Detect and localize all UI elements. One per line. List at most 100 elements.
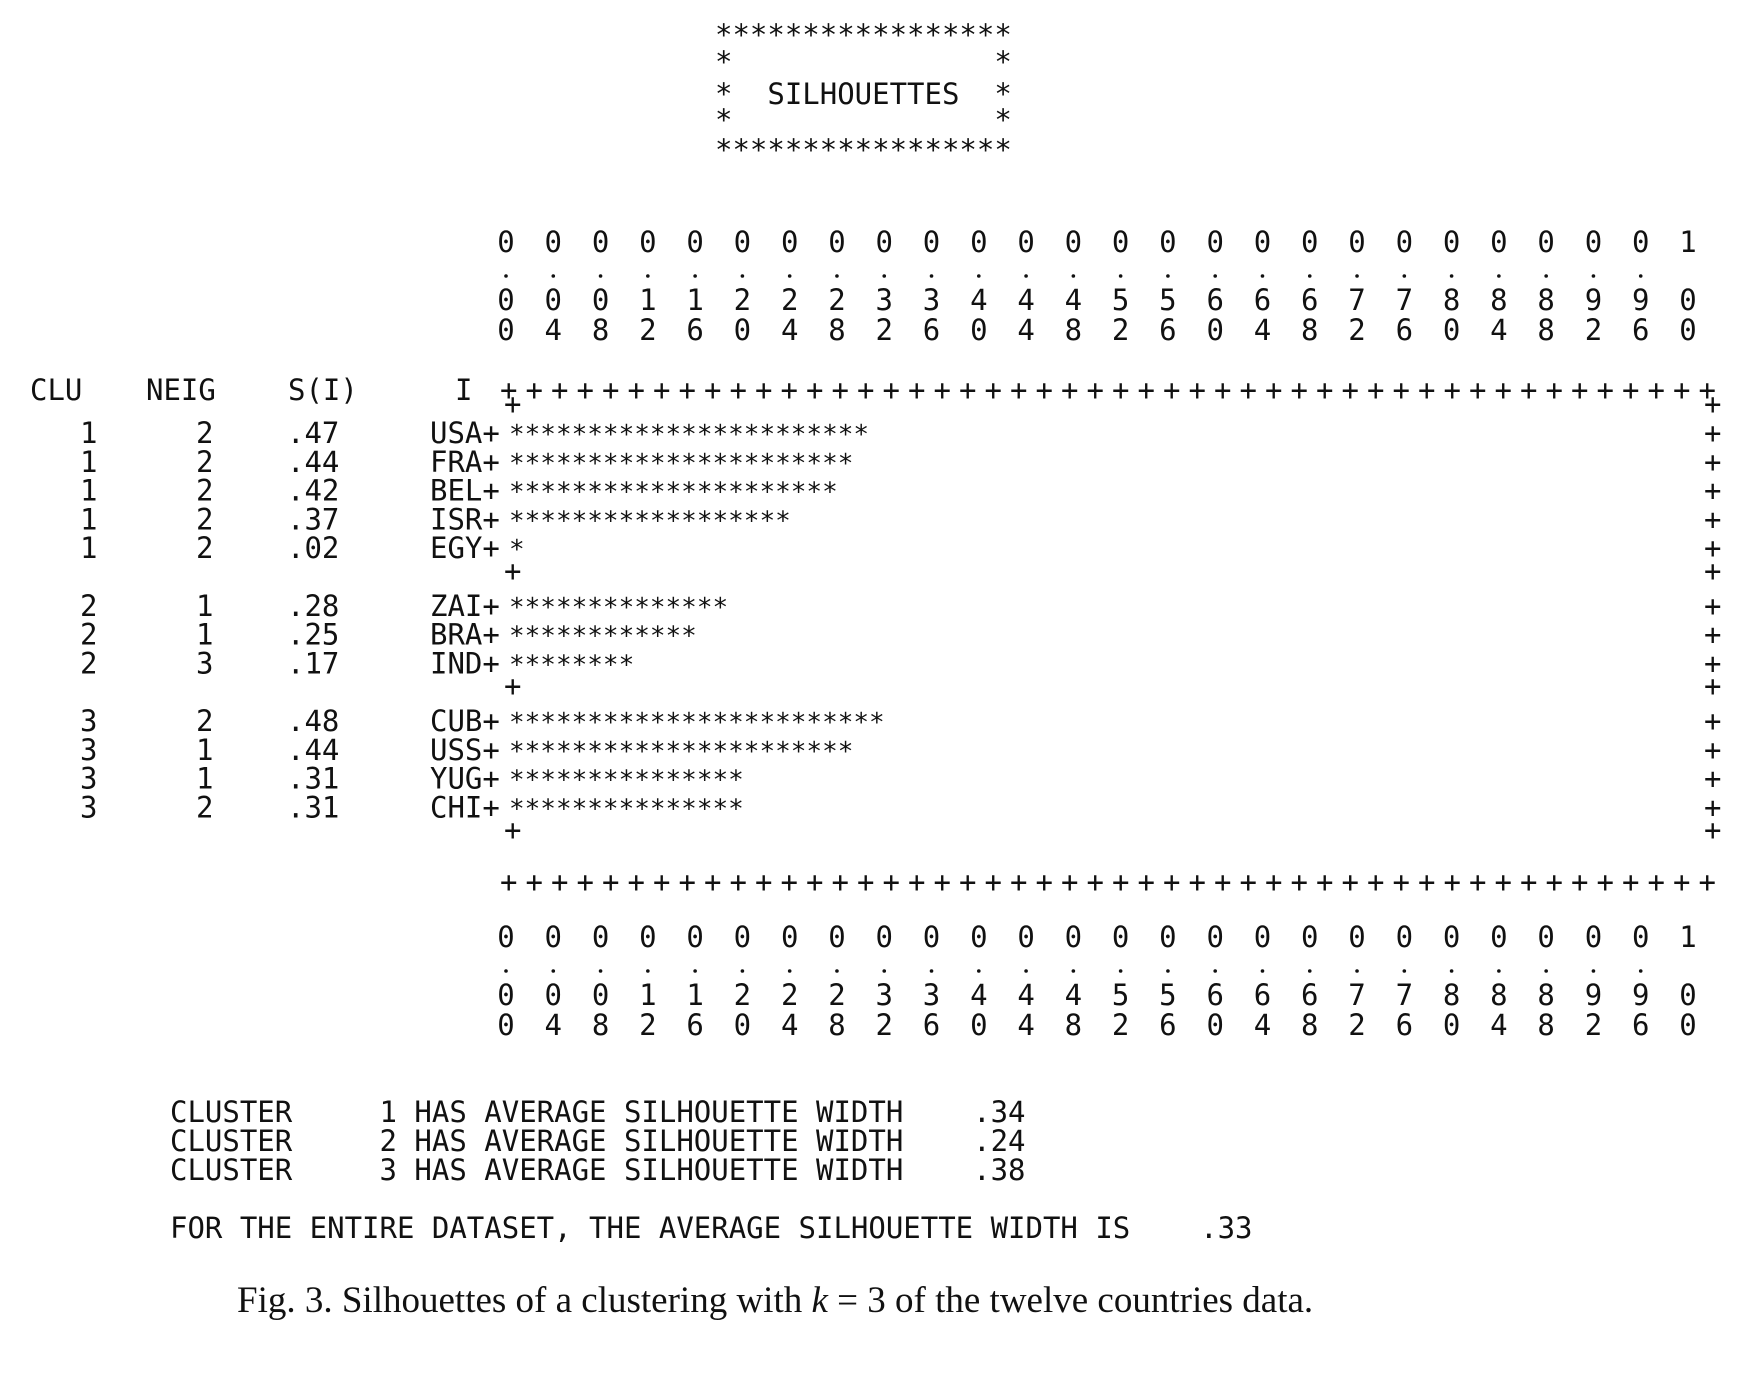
bottom-axis-tick-19: 0 76	[1396, 920, 1413, 1042]
bottom-axis-tick-7-dot	[835, 969, 839, 973]
neig-value: 1	[196, 762, 213, 796]
top-axis-tick-12-dot	[1071, 274, 1076, 278]
top-axis-tick-11-char-2: 4	[1017, 313, 1034, 347]
top-axis-tick-17-char-0: 0	[1301, 225, 1318, 259]
bottom-axis-tick-6-char-1: 2	[781, 978, 798, 1012]
bottom-axis-tick-14-char-2: 6	[1159, 1008, 1176, 1042]
bottom-axis-tick-8-char-1: 3	[876, 978, 893, 1012]
bottom-axis-tick-6-dot	[787, 969, 792, 973]
summary-line-cluster-2: CLUSTER 2 HAS AVERAGE SILHOUETTE WIDTH .…	[170, 1124, 1026, 1158]
bottom-axis-tick-0-char-1: 0	[497, 978, 514, 1012]
top-axis-tick-14-dot	[1166, 274, 1170, 278]
top-axis-tick-18-dot	[1355, 274, 1359, 278]
bottom-axis-tick-18-dot	[1355, 969, 1359, 973]
neig-value: 3	[196, 646, 213, 680]
bottom-axis-tick-5: 020	[734, 920, 751, 1042]
clu-value: 3	[80, 733, 97, 767]
bottom-axis-tick-23-dot	[1591, 969, 1596, 973]
top-axis-tick-14-char-0: 0	[1159, 225, 1176, 259]
bottom-axis-tick-5-char-2: 0	[734, 1008, 751, 1042]
top-axis-tick-24-char-2: 6	[1632, 313, 1649, 347]
s-value: .37	[287, 502, 339, 536]
top-axis-tick-18-char-1: 7	[1348, 283, 1365, 317]
top-axis-tick-18-char-0: 0	[1348, 225, 1365, 259]
header-clu: CLU	[30, 373, 82, 407]
bottom-axis-tick-3-char-0: 0	[639, 920, 656, 954]
top-axis-tick-21-char-2: 4	[1490, 313, 1507, 347]
top-axis-tick-11-dot	[1024, 274, 1028, 278]
top-axis-tick-8-char-0: 0	[876, 225, 893, 259]
top-axis-tick-6-char-0: 0	[781, 225, 798, 259]
frame-right-plus: +	[1704, 531, 1721, 565]
top-axis-tick-15-char-2: 0	[1206, 313, 1223, 347]
silhouette-bar: *********************	[509, 478, 838, 508]
silhouette-bar: **************	[509, 593, 728, 623]
bottom-axis-tick-1-char-1: 0	[545, 978, 562, 1012]
top-axis-tick-20-char-2: 0	[1443, 313, 1460, 347]
top-axis-tick-5-char-2: 0	[734, 313, 751, 347]
silhouette-bar: ***************	[509, 794, 744, 824]
banner-title: * SILHOUETTES *	[715, 77, 1012, 111]
silhouette-bar: **********************	[509, 449, 853, 479]
top-axis-tick-22-char-2: 8	[1537, 313, 1554, 347]
bottom-axis-tick-15-char-1: 6	[1206, 978, 1223, 1012]
top-axis-tick-labels: 0000040080120160200240280320360400440480…	[497, 225, 1696, 347]
frame-left-plus: +	[504, 669, 521, 703]
clu-value: 1	[80, 502, 97, 536]
bottom-axis-tick-20: 080	[1443, 920, 1460, 1042]
bottom-axis-tick-18-char-1: 7	[1348, 978, 1365, 1012]
bottom-axis-tick-18-char-0: 0	[1348, 920, 1365, 954]
top-axis-tick-0-char-2: 0	[497, 313, 514, 347]
top-axis-tick-14-char-1: 5	[1159, 283, 1176, 317]
silhouette-bar: ************	[509, 622, 697, 652]
bottom-axis-tick-21-char-0: 0	[1490, 920, 1507, 954]
top-axis-tick-0-char-0: 0	[497, 225, 514, 259]
country-label: BRA+	[430, 618, 500, 652]
top-axis-tick-3-char-2: 2	[639, 313, 656, 347]
header-i: I	[455, 373, 472, 407]
top-axis-tick-0: 000	[497, 225, 514, 347]
top-axis-tick-20-char-0: 0	[1443, 225, 1460, 259]
bottom-axis-tick-23-char-1: 9	[1585, 978, 1602, 1012]
caption-k: k	[811, 1280, 828, 1321]
bottom-axis-tick-24-dot	[1638, 969, 1643, 973]
bottom-axis-tick-17: 0 68	[1301, 920, 1318, 1042]
country-label: CHI+	[430, 790, 500, 824]
top-axis-tick-25: 1 00	[1679, 225, 1696, 347]
top-axis-tick-22-dot	[1544, 274, 1548, 278]
s-value: .31	[287, 762, 339, 796]
top-axis-tick-14-char-2: 6	[1159, 313, 1176, 347]
top-axis-tick-19-char-0: 0	[1396, 225, 1413, 259]
top-axis-tick-3-char-0: 0	[639, 225, 656, 259]
top-axis-tick-6-char-1: 2	[781, 283, 798, 317]
bottom-axis-tick-22-char-0: 0	[1537, 920, 1554, 954]
frame-left-plus: +	[504, 813, 521, 847]
top-axis-tick-10: 040	[970, 225, 987, 347]
bottom-axis-tick-1: 004	[545, 920, 562, 1042]
bottom-axis-tick-13-char-2: 2	[1112, 1008, 1129, 1042]
bottom-axis-tick-12-char-0: 0	[1065, 920, 1082, 954]
top-axis-tick-20-dot	[1449, 274, 1454, 278]
bottom-axis-tick-24-char-1: 9	[1632, 978, 1649, 1012]
row-egy: 1 2 .02 EGY+ *	[80, 531, 525, 565]
top-axis-tick-6: 0 24	[781, 225, 798, 347]
top-axis-tick-24: 0 96	[1632, 225, 1649, 347]
bottom-axis-tick-19-char-1: 7	[1396, 978, 1413, 1012]
bottom-axis-tick-2-char-2: 8	[592, 1008, 609, 1042]
top-axis-tick-2: 008	[592, 225, 609, 347]
top-axis-tick-24-dot	[1638, 274, 1643, 278]
s-value: .02	[287, 531, 339, 565]
top-axis-tick-8-dot	[882, 274, 887, 278]
bottom-axis-tick-16-dot	[1260, 969, 1265, 973]
top-axis-tick-10-char-0: 0	[970, 225, 987, 259]
top-axis-tick-13-char-1: 5	[1112, 283, 1129, 317]
bottom-axis-tick-24-char-2: 6	[1632, 1008, 1649, 1042]
frame-right-plus: +	[1704, 445, 1721, 479]
bottom-axis-tick-4-dot	[693, 969, 697, 973]
top-axis-tick-25-char-1: 0	[1679, 283, 1696, 317]
bottom-axis-tick-13: 0 52	[1112, 920, 1129, 1042]
top-axis-tick-20: 080	[1443, 225, 1460, 347]
row-bel: 1 2 .42 BEL+ *********************	[80, 474, 838, 508]
s-value: .28	[287, 589, 339, 623]
top-axis-tick-16-dot	[1260, 274, 1265, 278]
